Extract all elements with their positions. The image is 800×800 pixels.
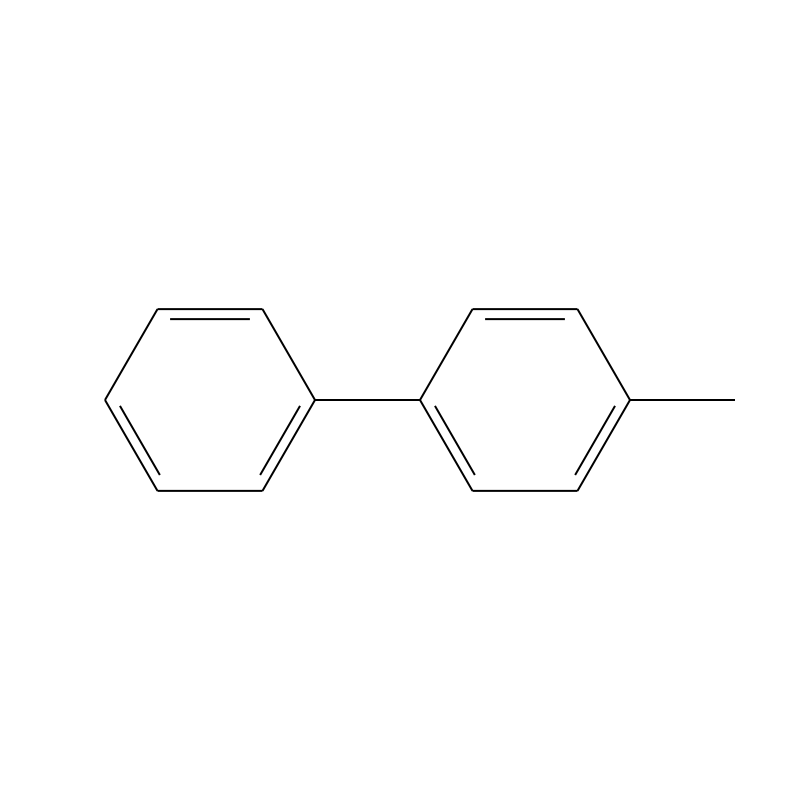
molecule-diagram bbox=[0, 0, 800, 800]
bonds bbox=[105, 309, 735, 491]
